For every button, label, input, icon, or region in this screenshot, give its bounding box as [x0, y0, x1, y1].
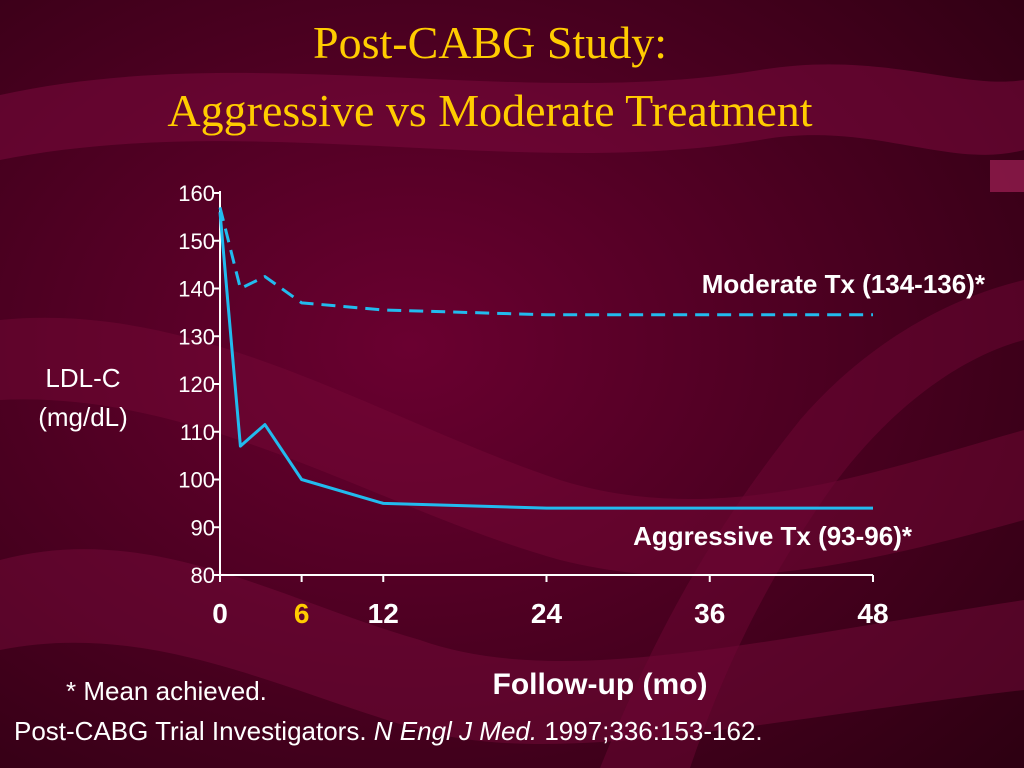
footnote: * Mean achieved.: [66, 676, 267, 706]
slide-title-line-1: Post-CABG Study:: [312, 17, 668, 68]
x-tick-label: 48: [857, 598, 888, 629]
y-tick-label: 150: [178, 229, 215, 254]
y-tick-label: 90: [191, 515, 215, 540]
x-tick-label: 6: [294, 598, 310, 629]
y-tick-label: 80: [191, 563, 215, 588]
moderate-series-line: [218, 206, 873, 317]
corner-accent: [990, 160, 1024, 192]
background-swoosh: [600, 280, 1024, 768]
y-tick-label: 100: [178, 468, 215, 493]
citation: Post-CABG Trial Investigators. N Engl J …: [14, 716, 763, 747]
aggressive-series-line: [218, 211, 873, 510]
x-axis-label: Follow-up (mo): [492, 668, 708, 701]
citation-reference: 1997;336:153-162.: [544, 716, 763, 746]
y-axis-label-line-2: (mg/dL): [38, 402, 128, 432]
background-swoosh: [0, 549, 1024, 745]
y-tick-label: 130: [178, 324, 215, 349]
y-tick-label: 160: [178, 181, 215, 206]
moderate-series-label: Moderate Tx (134-136)*: [702, 269, 986, 299]
background-swoosh: [0, 64, 1024, 160]
y-axis-label-line-1: LDL-C: [45, 363, 121, 393]
x-tick-label: 24: [531, 598, 563, 629]
x-tick-label: 12: [368, 598, 399, 629]
slide-title-line-2: Aggressive vs Moderate Treatment: [167, 85, 813, 136]
x-tick-label: 0: [212, 598, 228, 629]
citation-authors: Post-CABG Trial Investigators.: [14, 716, 367, 746]
x-tick-label: 36: [694, 598, 725, 629]
aggressive-series-label: Aggressive Tx (93-96)*: [633, 521, 913, 551]
y-tick-label: 110: [180, 420, 215, 445]
citation-journal: N Engl J Med.: [373, 716, 538, 746]
y-tick-label: 140: [178, 277, 215, 302]
y-tick-label: 120: [178, 372, 215, 397]
